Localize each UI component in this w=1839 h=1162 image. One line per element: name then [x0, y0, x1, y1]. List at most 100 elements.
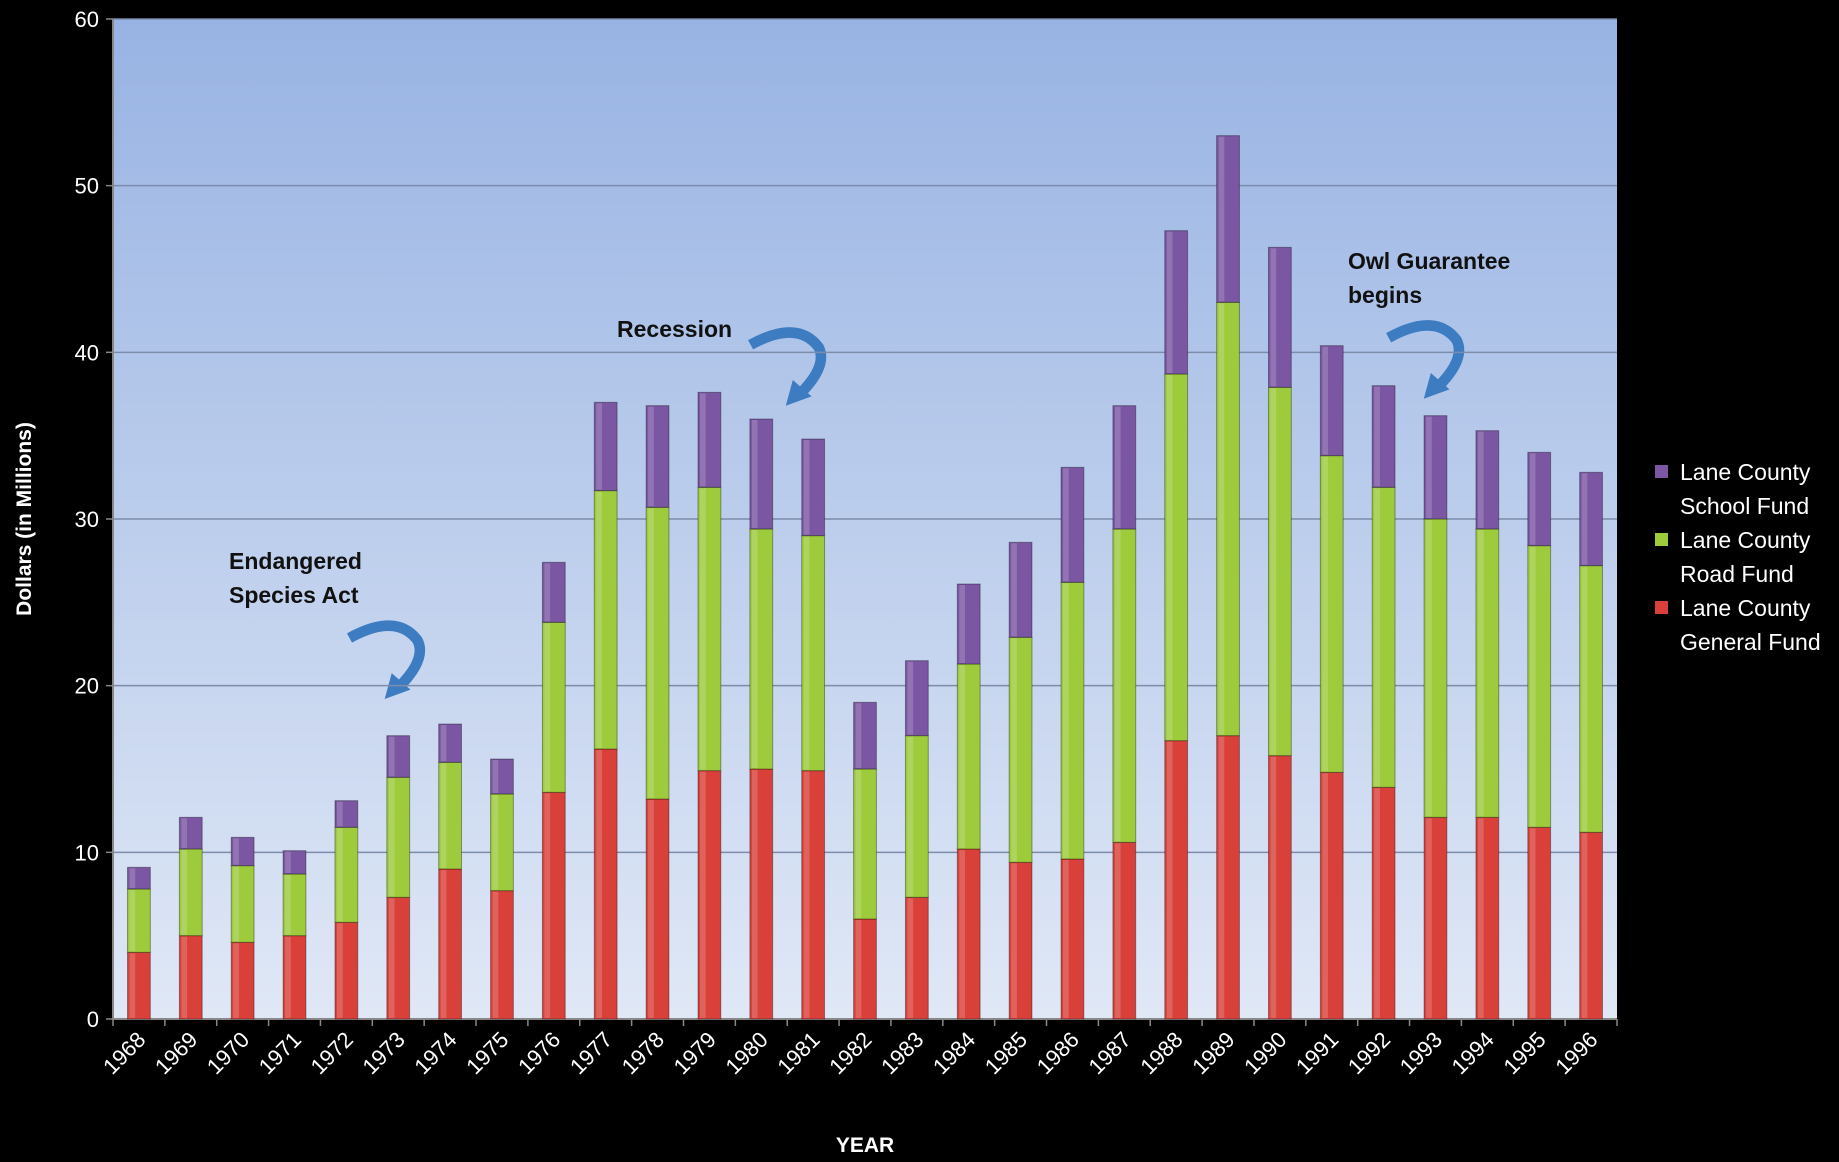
bar-highlight [1270, 756, 1277, 1018]
bar-highlight [181, 818, 188, 848]
bar-highlight [1581, 833, 1588, 1018]
bar-segment [1423, 415, 1448, 520]
bar-highlight [1218, 136, 1225, 302]
x-tick-label: 1982 [824, 1027, 876, 1079]
bar-highlight [492, 795, 499, 890]
bar-highlight [285, 875, 291, 935]
bar-segment [334, 800, 359, 828]
bar-highlight [700, 771, 706, 1018]
bar-segment [1267, 246, 1292, 388]
bar-segment [1319, 345, 1344, 457]
x-tick-label: 1975 [461, 1027, 513, 1079]
bar-segment [178, 816, 203, 850]
bar-highlight [1477, 431, 1484, 528]
legend-item: Lane County Road Fund [1655, 523, 1835, 591]
bar-highlight [336, 923, 343, 1018]
annotation: Endangered Species Act [229, 548, 362, 608]
x-tick-label: 1978 [617, 1027, 669, 1079]
bar-highlight [181, 850, 188, 935]
bar-segment [438, 723, 463, 763]
bar-highlight [803, 536, 810, 770]
bar-segment [801, 438, 826, 537]
bar-highlight [1063, 860, 1069, 1018]
bar-highlight [803, 771, 810, 1018]
bar-highlight [1529, 546, 1536, 827]
bar-highlight [700, 488, 706, 770]
bar-highlight [751, 530, 758, 768]
y-axis-title: Dollars (in Millions) [13, 422, 36, 616]
annotation: Owl Guarantee begins [1348, 248, 1511, 308]
x-tick-label: 1995 [1498, 1027, 1550, 1079]
bar-segment [1371, 385, 1396, 488]
bar-highlight [1114, 843, 1121, 1018]
bar-highlight [1114, 530, 1121, 842]
x-tick-label: 1970 [202, 1027, 254, 1079]
bar-segment [1579, 471, 1603, 567]
y-tick-label: 40 [75, 340, 99, 365]
bar-segment [1112, 405, 1137, 530]
bar-segment [697, 391, 722, 488]
bar-highlight [388, 898, 395, 1018]
y-tick-label: 60 [75, 7, 99, 32]
legend-label: Lane County School Fund [1680, 459, 1811, 519]
bar-highlight [959, 850, 966, 1018]
y-tick-label: 30 [75, 507, 99, 532]
bar-segment [593, 401, 618, 492]
bar-highlight [1218, 303, 1225, 735]
bar-segment [645, 405, 670, 508]
bar-segment [749, 418, 774, 530]
bar-highlight [336, 801, 343, 827]
bar-highlight [336, 828, 343, 922]
bar-highlight [285, 936, 291, 1018]
bar-highlight [1374, 386, 1380, 487]
bar-highlight [855, 703, 862, 768]
x-tick-label: 1994 [1447, 1027, 1499, 1079]
bar-highlight [233, 838, 239, 865]
bar-highlight [803, 440, 810, 535]
bar-segment [1216, 135, 1240, 303]
bar-highlight [907, 898, 914, 1018]
x-tick-label: 1977 [565, 1027, 617, 1079]
bar-highlight [907, 661, 914, 735]
bar-segment [1267, 386, 1292, 757]
bar-highlight [129, 953, 136, 1018]
bar-highlight [959, 585, 966, 663]
bar-highlight [1063, 583, 1069, 858]
bar-highlight [1011, 638, 1017, 862]
bar-highlight [1426, 818, 1432, 1018]
x-tick-label: 1993 [1395, 1027, 1447, 1079]
bar-highlight [1322, 346, 1329, 455]
bar-highlight [1011, 543, 1017, 637]
bar-highlight [751, 420, 758, 528]
y-tick-label: 50 [75, 174, 99, 199]
bar-highlight [1529, 453, 1536, 545]
bar-segment [230, 836, 255, 867]
legend-swatch [1655, 465, 1668, 478]
bar-highlight [1011, 863, 1017, 1018]
bar-segment [1475, 430, 1500, 530]
x-tick-label: 1987 [1084, 1027, 1136, 1079]
bar-highlight [492, 891, 499, 1018]
bar-highlight [1322, 773, 1329, 1018]
y-tick-label: 10 [75, 840, 99, 865]
bar-segment [490, 758, 514, 795]
bar-highlight [440, 725, 447, 762]
bar-highlight [285, 851, 291, 873]
bar-highlight [751, 770, 758, 1018]
x-axis-title: YEAR [836, 1134, 894, 1157]
bar-highlight [1477, 818, 1484, 1018]
annotation: Recession [617, 316, 733, 342]
bar-highlight [1270, 388, 1277, 755]
bar-highlight [181, 936, 188, 1018]
bar-highlight [1581, 473, 1588, 565]
bar-segment [541, 561, 566, 623]
bar-highlight [855, 920, 862, 1018]
bar-highlight [1270, 248, 1277, 387]
bar-segment [230, 865, 255, 943]
bar-highlight [1218, 736, 1225, 1018]
x-tick-label: 1983 [876, 1027, 928, 1079]
bar-highlight [544, 563, 551, 622]
bar-segment [956, 583, 981, 665]
bar-segment [282, 850, 307, 875]
